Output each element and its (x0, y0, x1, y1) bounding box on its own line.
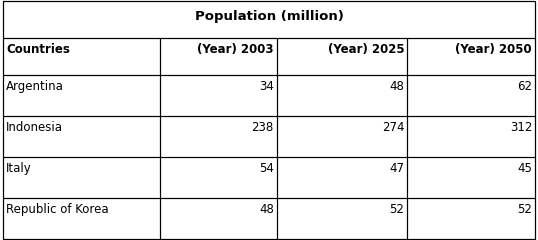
Bar (3, 116, 160, 157)
Bar (160, 198, 277, 239)
Bar (277, 38, 407, 75)
Bar (277, 157, 407, 198)
Bar (277, 116, 407, 157)
Bar (160, 75, 277, 116)
Bar (160, 116, 277, 157)
Text: (Year) 2003: (Year) 2003 (197, 42, 274, 56)
Text: 312: 312 (509, 121, 532, 134)
Text: 45: 45 (517, 162, 532, 175)
Text: 62: 62 (517, 80, 532, 93)
Bar (277, 75, 407, 116)
Text: 47: 47 (390, 162, 404, 175)
Text: Argentina: Argentina (6, 80, 64, 93)
Bar (3, 198, 160, 239)
Text: Indonesia: Indonesia (6, 121, 63, 134)
Bar (3, 75, 160, 116)
Text: (Year) 2025: (Year) 2025 (328, 42, 404, 56)
Text: Republic of Korea: Republic of Korea (6, 203, 109, 216)
Text: Italy: Italy (6, 162, 32, 175)
Bar (407, 198, 535, 239)
Text: Countries: Countries (6, 42, 70, 56)
Bar (277, 198, 407, 239)
Bar (3, 157, 160, 198)
Bar (160, 157, 277, 198)
Text: 48: 48 (259, 203, 274, 216)
Text: 52: 52 (390, 203, 404, 216)
Text: Population (million): Population (million) (195, 10, 343, 23)
Bar (3, 38, 160, 75)
Text: 52: 52 (517, 203, 532, 216)
Text: 274: 274 (382, 121, 404, 134)
Text: 48: 48 (390, 80, 404, 93)
Bar (407, 38, 535, 75)
Bar (407, 157, 535, 198)
Bar (407, 75, 535, 116)
Text: 34: 34 (259, 80, 274, 93)
Bar (160, 38, 277, 75)
Text: 54: 54 (259, 162, 274, 175)
Text: (Year) 2050: (Year) 2050 (456, 42, 532, 56)
Text: 238: 238 (251, 121, 274, 134)
Bar (407, 116, 535, 157)
Bar (3, 1, 535, 38)
